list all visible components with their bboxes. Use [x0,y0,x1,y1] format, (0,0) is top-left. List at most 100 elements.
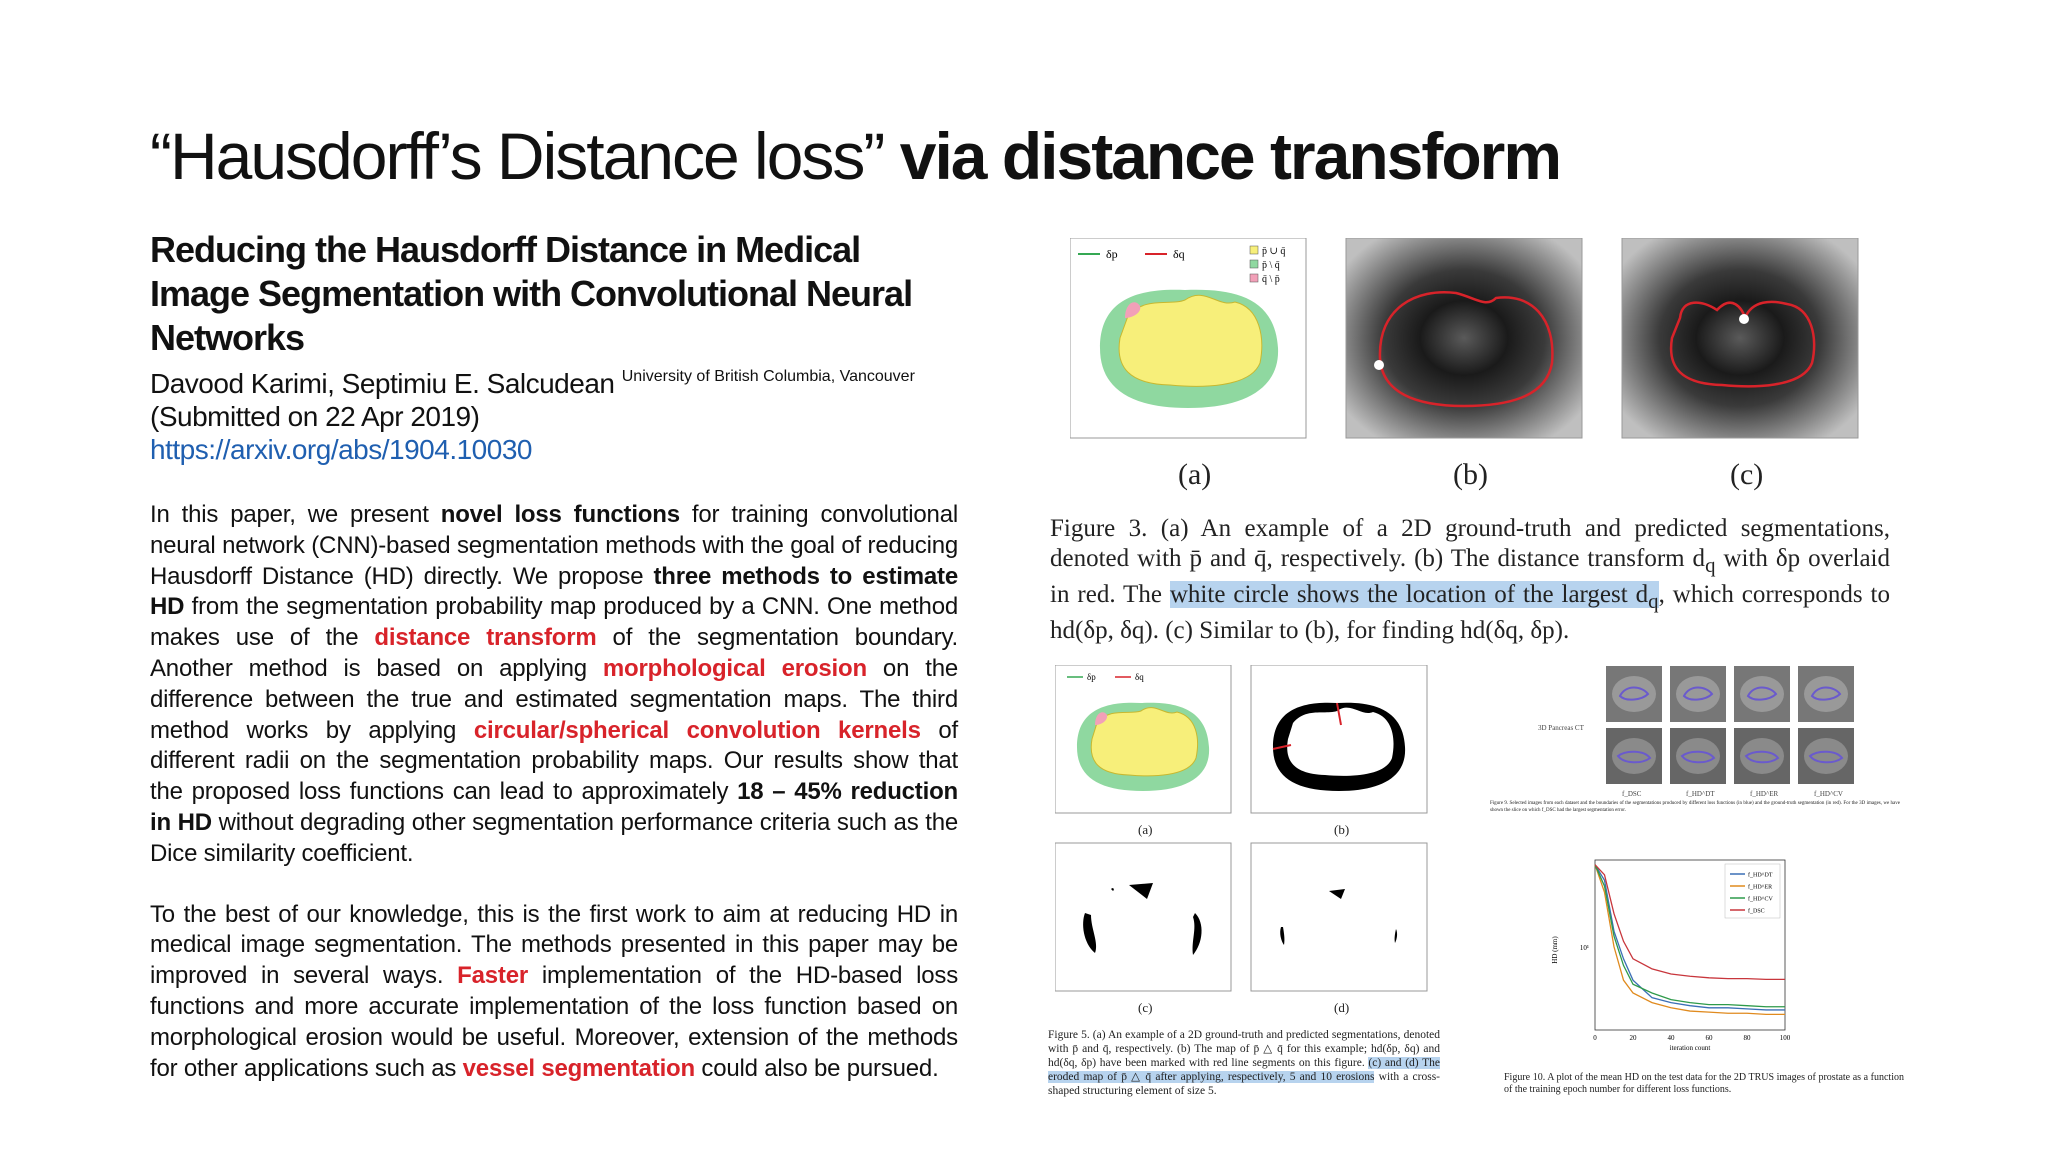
caption-text: Figure 3. (a) An example of a 2D ground-… [1050,515,1890,572]
fig9-col-label: f_HD^CV [1814,790,1843,798]
figure-3-panels: δp δq p̄ ∪ q̄ p̄ \ q̄ q̄ \ p̄ [1070,238,1859,439]
legend-dp: δp [1106,247,1118,261]
legend-swatch [1249,273,1259,283]
eroded-region [1280,927,1285,945]
legend-swatch [1249,259,1259,269]
figure-3-caption: Figure 3. (a) An example of a 2D ground-… [1050,514,1890,646]
text: could also be pursued. [694,1054,939,1082]
submission-date: (Submitted on 22 Apr 2019) [150,401,480,432]
ct-tile [1606,666,1662,722]
paper-info-column: Reducing the Hausdorff Distance in Medic… [150,228,958,1084]
slide-title-regular: “Hausdorff’s Distance loss” [150,119,885,193]
authors: Davood Karimi, Septimiu E. Salcudean [150,368,615,399]
highlight: distance transform [374,624,597,652]
text: implementation of the HD-based loss func… [150,962,958,1082]
affiliation: University of British Columbia, Vancouve… [621,368,915,385]
eroded-region [1192,913,1202,955]
legend-box [1724,863,1781,919]
eroded-region [1129,883,1153,899]
boundary-overlay [1378,291,1554,408]
emphasis: three methods to estimate HD [150,562,958,621]
selected-text[interactable]: white circle shows the location of the l… [1169,581,1659,613]
panel-d [1250,842,1428,992]
panel-frame [1055,842,1232,992]
figure-5-caption: Figure 5. (a) An example of a 2D ground-… [1048,1028,1440,1098]
eroded-region [1394,929,1398,943]
arxiv-link[interactable]: https://arxiv.org/abs/1904.10030 [150,434,532,465]
series-lines [1594,864,1785,1016]
x-axis-label: iteration count [1670,1044,1711,1052]
fig3-label-c: (c) [1730,458,1764,491]
authors-line: Davood Karimi, Septimiu E. Salcudean Uni… [150,360,958,400]
text: without degrading other segmentation per… [150,808,958,867]
fig3-label-b: (b) [1453,458,1488,491]
distance-transform-image [1621,238,1859,439]
highlight: circular/spherical convolution kernels [473,716,921,744]
legend-entry-0: f_HD^DT [1748,872,1773,879]
figure-9-ct-grid [1606,666,1854,784]
false-positive-region [1095,712,1108,725]
panel-a: δp δq p̄ ∪ q̄ p̄ \ q̄ q̄ \ p̄ [1070,238,1307,439]
panel-a: δp δq [1055,665,1232,814]
text: To the best of our knowledge, this is th… [150,900,958,990]
fig9-side-label: 3D Pancreas CT [1538,724,1584,732]
ct-tile [1798,666,1854,722]
x-tick-label: 40 [1668,1034,1676,1042]
highlight: vessel segmentation [462,1054,696,1082]
text: In this paper, we present [150,501,441,528]
series-line-3 [1594,864,1785,981]
ct-tile [1734,666,1790,722]
ct-tile [1670,666,1726,722]
subscript: q [1648,589,1659,613]
ct-tile [1670,728,1726,784]
fig9-col-label: f_HD^ER [1750,790,1779,798]
fig5-label-a: (a) [1138,822,1153,837]
emphasis: novel loss functions [440,501,680,528]
fig9-col-label: f_HD^DT [1686,790,1715,798]
legend-dq: δq [1135,672,1144,682]
legend-entry-1: f_HD^ER [1748,884,1772,891]
legend-union: p̄ ∪ q̄ [1262,246,1285,257]
prediction-region [1118,294,1263,387]
legend-p-minus-q: p̄ \ q̄ [1262,260,1280,271]
legend-q-minus-p: q̄ \ p̄ [1262,274,1280,285]
caption-text: , which corresponds to hd(δp, δq). (c) S… [1050,581,1890,644]
x-tick-label: 20 [1630,1034,1638,1042]
panel-b [1345,238,1583,439]
panel-b [1250,665,1428,814]
text: for training convolutional neural networ… [150,501,958,590]
ct-tile [1734,728,1790,784]
highlight: morphological erosion [602,654,867,682]
subscript: q [1705,553,1716,577]
series-line-1 [1594,864,1785,1016]
legend-entry-3: f_DSC [1748,908,1765,915]
caption-text: white circle shows the location of the l… [1169,581,1649,608]
caption-text: with δp overlaid in red. The [1050,545,1890,608]
y-axis-label: HD (mm) [1551,936,1559,964]
x-tick-label: 80 [1744,1034,1752,1042]
figure-9-caption: Figure 9. Selected images from each data… [1490,801,1900,813]
text: of the segmentation boundary. Another me… [150,624,958,682]
legend-swatch [1249,245,1259,255]
legend-entry-2: f_HD^CV [1748,896,1773,903]
x-tick-label: 100 [1780,1034,1791,1042]
panel-frame [1250,842,1428,992]
ct-tile [1606,728,1662,784]
hd-marker [1336,702,1342,726]
prediction-region [1090,707,1199,777]
fig5-label-c: (c) [1138,1000,1153,1015]
ct-tile [1798,728,1854,784]
figure-10-caption: Figure 10. A plot of the mean HD on the … [1504,1072,1904,1095]
fig5-label-d: (d) [1334,1000,1350,1015]
y-tick-label: 10¹ [1580,944,1589,952]
panel-c [1621,238,1859,439]
max-distance-marker [1374,360,1384,370]
caption-text: Figure 5. (a) An example of a 2D ground-… [1048,1029,1440,1069]
max-distance-marker [1739,314,1749,324]
chart-legend: f_HD^DT f_HD^ER f_HD^CV f_DSC [1724,863,1781,919]
paper-title: Reducing the Hausdorff Distance in Medic… [150,229,913,358]
abstract-paragraph-1: In this paper, we present novel loss fun… [150,500,958,870]
slide-title-bold: via distance transform [899,119,1562,193]
fig3-label-a: (a) [1178,458,1212,491]
emphasis: 18 – 45% reduction in HD [150,778,958,836]
